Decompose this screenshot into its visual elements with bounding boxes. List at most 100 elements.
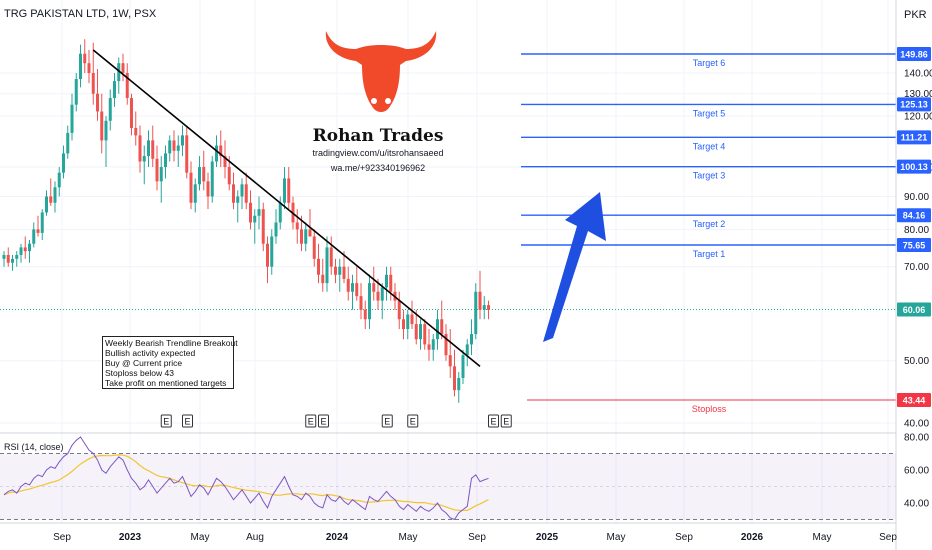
candle-body [317,258,320,275]
trendline-segment [92,49,481,367]
candle-body [351,283,354,292]
candle-body [308,229,312,237]
candle-body [419,324,422,340]
candle-body [193,184,197,203]
candle-body [470,334,473,345]
currency-label[interactable]: PKR [904,9,927,21]
candle-body [232,184,235,203]
candle-body [210,161,214,197]
candle-body [15,254,19,259]
earnings-marker [160,414,172,428]
candle-body [385,274,388,288]
candle-body [70,104,74,133]
candle-body [28,243,31,252]
note-line: Stoploss below 43 [105,368,174,378]
candle-body [121,63,125,74]
candle-body [287,178,291,203]
level-price-tag [897,238,931,253]
candle-body [87,63,91,74]
candle-body [164,153,167,168]
level-price-tag-text: 43.44 [903,395,926,405]
time-tick-label: Aug [246,532,264,543]
candle-body [342,266,346,279]
candle-body [147,140,150,157]
candle-body [346,278,350,292]
time-tick-label: Sep [468,532,486,543]
price-tick-label: 80.00 [904,225,929,236]
candle-body [249,202,252,223]
candle-body [257,209,261,216]
candle-body [2,254,6,259]
candle-body [414,324,418,340]
candle-body [66,132,70,154]
symbol-title[interactable]: TRG PAKISTAN LTD, 1W, PSX [4,8,157,20]
candle-body [338,266,342,275]
level-price-tag [897,47,931,61]
candle-body [223,156,227,168]
bullish-arrow-icon [543,192,606,342]
earnings-marker-text: E [490,417,496,427]
candle-body [431,339,435,350]
candle-body [198,167,201,185]
candle-body [410,314,414,325]
earnings-marker [407,414,419,428]
price-tick-label: 50.00 [904,356,929,367]
level-price-tag-text: 100.13 [900,162,928,172]
earnings-marker-text: E [184,417,190,427]
candle-body [487,305,490,310]
candle-body [325,247,329,284]
rsi-label[interactable]: RSI (14, close) [4,442,64,452]
candle-body [74,79,78,105]
candle-body [474,291,478,335]
candle-body [130,98,133,128]
candle-body [79,53,82,80]
candle-body [427,344,431,350]
candle-body [206,181,210,197]
current-price-tag [897,302,931,317]
candle-body [11,258,14,263]
level-label: Stoploss [692,404,727,414]
earnings-marker [305,414,317,428]
time-tick-label: 2025 [536,532,559,543]
time-tick-label: 2026 [741,532,764,543]
rsi-tick-label: 60.00 [904,466,929,477]
candle-body [461,355,465,378]
level-label: Target 4 [693,141,726,151]
earnings-marker [381,414,393,428]
earnings-marker-text: E [163,417,169,427]
candle-body [312,236,316,259]
bull-logo-icon [325,31,437,112]
candle-body [219,145,223,157]
candle-body [23,247,27,252]
earnings-marker [500,414,512,428]
level-price-tag [897,208,931,223]
time-axis[interactable]: Sep 2023 May Aug 2024 May Sep 2025 May Sep 2026 May… [53,532,897,543]
candle-body [40,212,44,233]
candle-body [334,266,337,275]
earnings-marker [488,414,499,428]
candle-body [6,254,10,263]
candle-body [176,145,180,151]
earnings-marker-text: E [320,417,326,427]
candle-body [274,222,278,237]
candle-body [151,140,155,159]
candle-body [295,222,299,230]
candle-body [406,314,410,330]
price-tick-label: 40.00 [904,419,929,430]
note-line: Weekly Bearish Trendline Breakout [105,338,238,348]
candle-body [19,247,23,255]
note-line: Take profit on mentioned targets [105,378,227,388]
candle-body [134,127,138,136]
trade-note: Weekly Bearish Trendline Breakout Bullis… [102,336,238,389]
candle-body [240,184,244,197]
candle-body [104,120,108,141]
price-tick-label: 130.00 [904,89,932,100]
candle-body [453,366,456,391]
time-tick-label: May [607,532,626,543]
candle-body [108,98,112,121]
level-price-tag [897,97,931,112]
candle-body [159,167,163,182]
candle-body [283,178,286,203]
candle-body [440,319,444,335]
